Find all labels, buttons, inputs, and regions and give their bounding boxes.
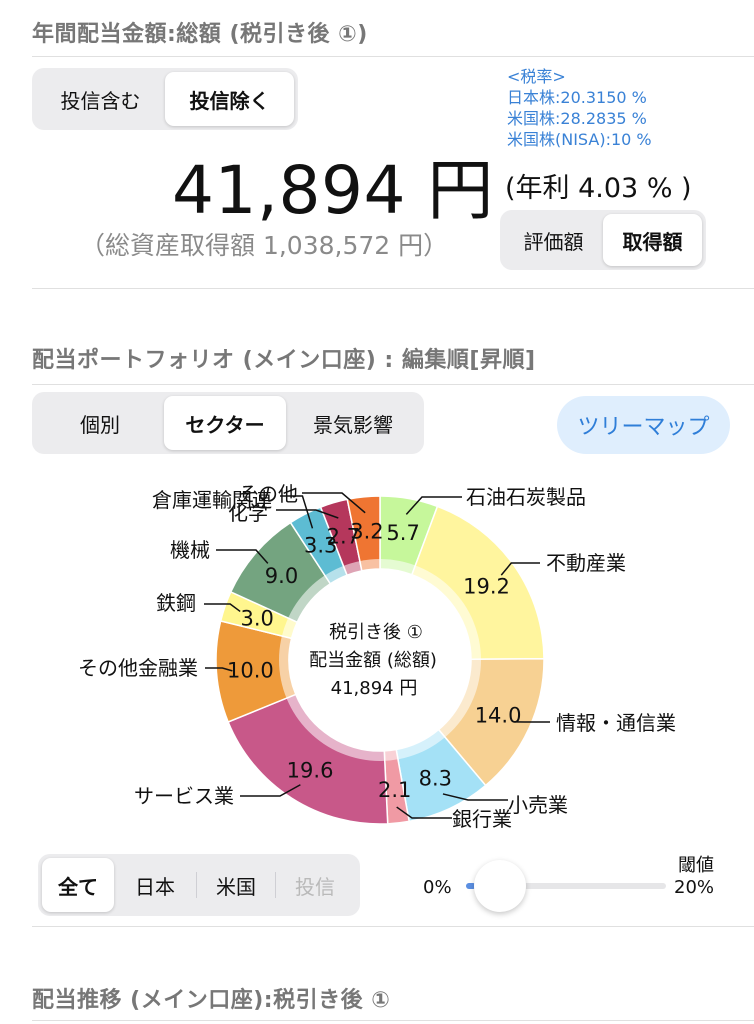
- category-label: 不動産業: [546, 551, 626, 575]
- leader-line: [405, 496, 462, 515]
- segment-separator: [275, 872, 276, 898]
- treemap-button[interactable]: ツリーマップ: [557, 396, 730, 454]
- leader-line: [276, 509, 339, 519]
- region-fund-option: 投信: [295, 874, 335, 899]
- slice-value-label: 3.0: [240, 606, 273, 630]
- leader-line: [302, 492, 366, 514]
- category-label: 情報・通信業: [556, 711, 676, 735]
- category-label: 鉄鋼: [156, 591, 196, 615]
- category-label: 倉庫運輸関連: [152, 488, 272, 512]
- leader-line: [442, 793, 508, 801]
- divider: [32, 384, 754, 385]
- divider: [32, 926, 754, 927]
- slice-value-label: 10.0: [227, 659, 274, 683]
- divider: [32, 288, 754, 289]
- segment-separator: [196, 872, 197, 898]
- slice-value-label: 8.3: [419, 767, 452, 791]
- view-mode-toggle: 個別 セクター 景気影響: [32, 392, 424, 454]
- category-label: 石油石炭製品: [466, 485, 586, 509]
- category-label: 化学: [228, 501, 268, 525]
- tax-rate-japan: 日本株:20.3150 %: [507, 88, 647, 107]
- fund-toggle: 投信含む 投信除く: [32, 68, 298, 130]
- slice-value-label: 19.6: [287, 759, 334, 783]
- slice-value-label: 2.1: [378, 778, 411, 802]
- slice-value-label: 19.2: [463, 574, 510, 598]
- threshold-slider-thumb[interactable]: [474, 860, 526, 912]
- category-label: その他金融業: [78, 656, 198, 680]
- tax-rate-title: <税率>: [507, 67, 566, 86]
- donut-center-line2: 配当金額 (総額): [309, 650, 437, 671]
- category-label: 機械: [170, 538, 210, 562]
- threshold-min-label: 0%: [423, 877, 452, 898]
- fund-include-option[interactable]: 投信含む: [60, 88, 141, 113]
- total-assets-cost: （総資産取得額 1,038,572 円）: [80, 231, 449, 260]
- threshold-max-label: 20%: [674, 877, 715, 898]
- slice-value-label: 5.7: [386, 521, 419, 545]
- sector-donut-chart: 5.7 19.2 14.0 8.3 2.1 19.6 10.0 3.0 9.03.32.73.2…: [78, 482, 676, 831]
- view-individual-option[interactable]: 個別: [80, 412, 120, 437]
- slice-value-label: 2.7: [327, 524, 360, 548]
- fund-exclude-option[interactable]: 投信除く: [165, 72, 294, 126]
- leader-line: [204, 603, 241, 613]
- slice-value-label: 3.2: [350, 520, 383, 544]
- divider: [32, 1020, 754, 1021]
- market-value-option[interactable]: 評価額: [523, 229, 584, 254]
- divider: [32, 56, 754, 57]
- tax-rate-box: <税率> 日本株:20.3150 % 米国株:28.2835 % 米国株(NIS…: [507, 66, 652, 150]
- category-label: その他: [238, 482, 298, 506]
- threshold-title: 閾値: [678, 855, 714, 876]
- annual-yield: (年利 4.03 % ): [505, 173, 692, 204]
- tax-rate-us: 米国株:28.2835 %: [507, 109, 647, 128]
- donut-center-line1: 税引き後 ①: [329, 622, 423, 643]
- portfolio-title: 配当ポートフォリオ (メイン口座) : 編集順[昇順]: [32, 348, 536, 373]
- value-basis-toggle: 評価額 取得額: [500, 210, 706, 270]
- threshold-slider-track[interactable]: [466, 883, 666, 889]
- leader-line: [205, 667, 233, 672]
- region-japan-option[interactable]: 日本: [135, 874, 175, 899]
- region-all-option[interactable]: 全て: [42, 858, 114, 912]
- leader-line: [240, 784, 301, 797]
- category-label: 小売業: [508, 793, 568, 817]
- donut-hole: [289, 569, 471, 751]
- leader-line: [396, 806, 452, 819]
- category-label: サービス業: [134, 784, 234, 808]
- cost-basis-option[interactable]: 取得額: [603, 214, 702, 266]
- view-sector-option[interactable]: セクター: [164, 396, 286, 450]
- donut-center-line3: 41,894 円: [331, 678, 418, 699]
- leader-line: [280, 495, 314, 529]
- slice-value-label: 3.3: [304, 533, 337, 557]
- category-label: 銀行業: [452, 807, 512, 831]
- dividend-amount: 41,894 円: [172, 152, 494, 229]
- slice-value-label: 14.0: [475, 703, 522, 727]
- tax-rate-us-nisa: 米国株(NISA):10 %: [507, 130, 652, 149]
- slice-value-label: 9.0: [265, 564, 298, 588]
- threshold-slider-fill: [466, 883, 476, 889]
- annual-dividend-title: 年間配当金額:総額 (税引き後 ①): [32, 22, 368, 47]
- region-us-option[interactable]: 米国: [216, 874, 256, 899]
- region-filter: 全て 日本 米国 投信: [38, 854, 360, 916]
- dividend-trend-title: 配当推移 (メイン口座):税引き後 ①: [32, 988, 391, 1013]
- leader-line: [216, 549, 269, 564]
- leader-line: [500, 562, 540, 576]
- view-economy-option[interactable]: 景気影響: [313, 412, 393, 437]
